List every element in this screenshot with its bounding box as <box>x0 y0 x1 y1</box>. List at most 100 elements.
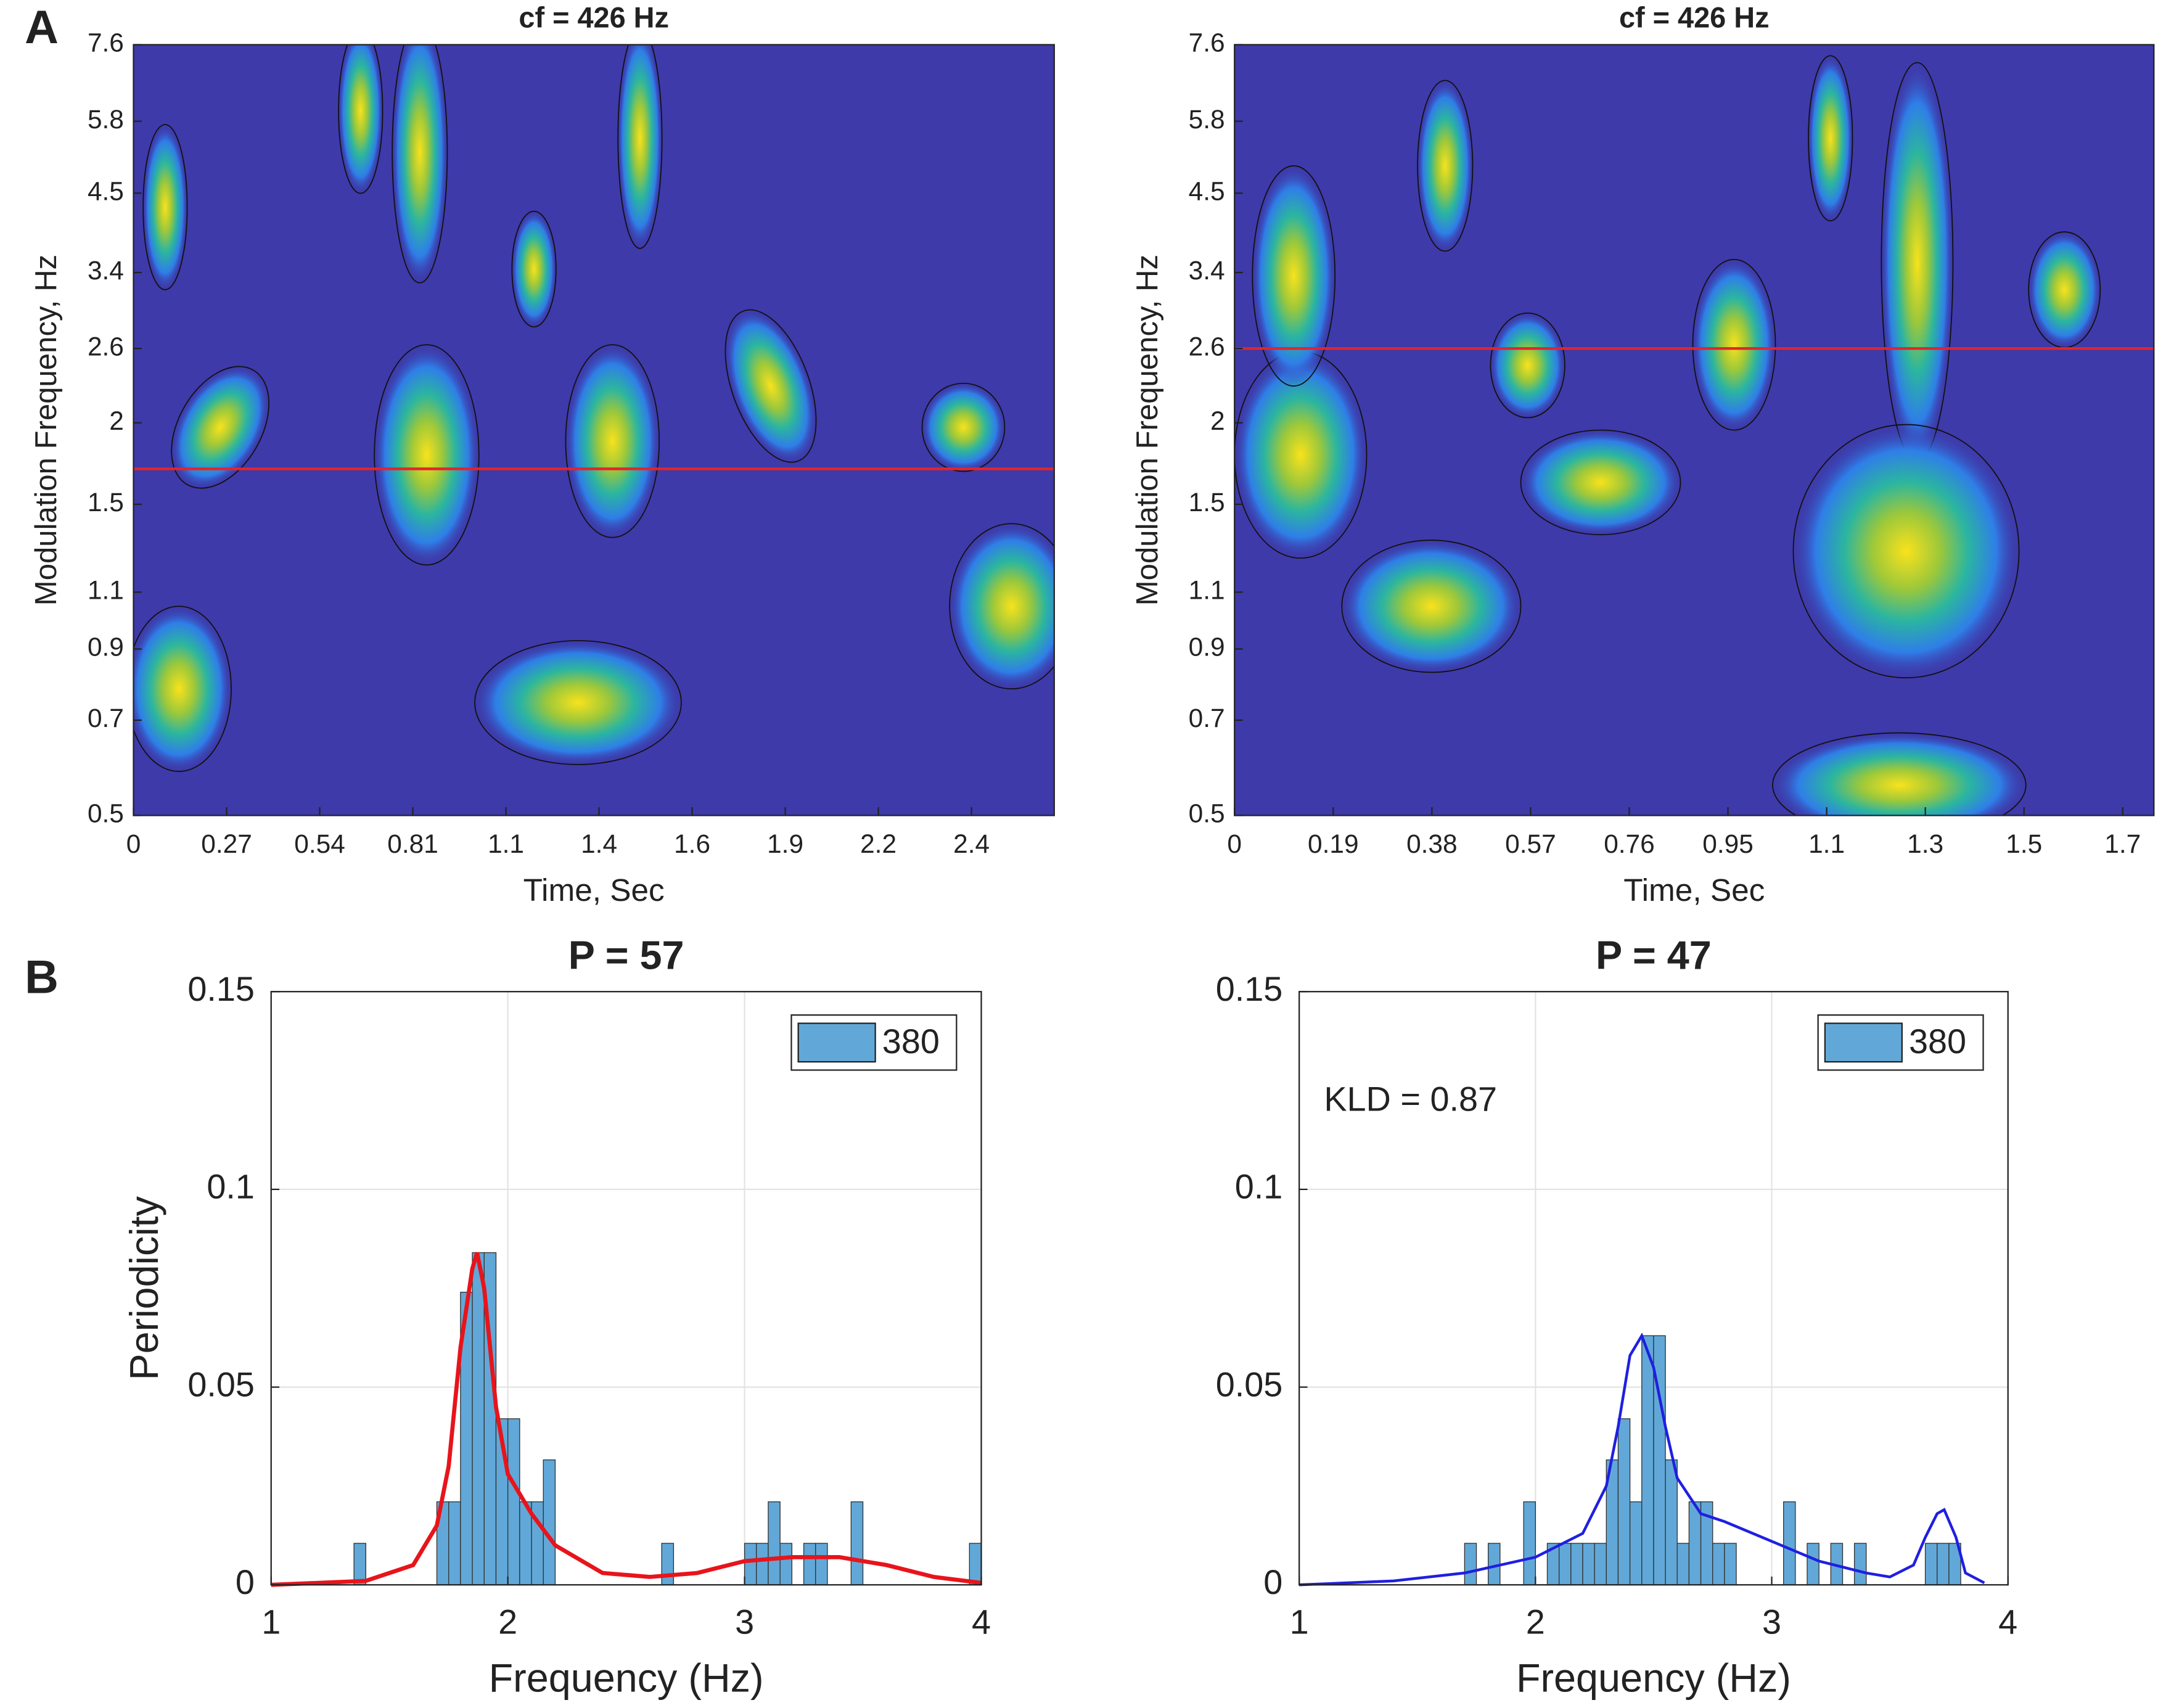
bar <box>1807 1543 1820 1585</box>
x-tick-label: 2 <box>1526 1603 1545 1641</box>
contour-blob <box>1417 80 1474 252</box>
contour-blob <box>171 366 269 489</box>
bar <box>1688 1501 1702 1585</box>
bar <box>1783 1501 1796 1585</box>
contour-blob <box>1792 424 2020 679</box>
x-tick-label: 0 <box>126 829 141 858</box>
bar <box>850 1501 864 1585</box>
x-axis-label: Frequency (Hz) <box>489 1656 764 1701</box>
x-tick-label: 1.4 <box>581 829 617 858</box>
bar <box>448 1501 461 1585</box>
bar <box>1641 1335 1654 1585</box>
bar <box>1712 1543 1725 1585</box>
legend-label: 380 <box>882 1022 940 1061</box>
legend-swatch <box>1824 1022 1903 1063</box>
x-tick-label: 2 <box>498 1603 517 1641</box>
y-tick-label: 7.6 <box>1189 28 1225 57</box>
bar <box>472 1252 485 1585</box>
x-tick-label: 2.4 <box>953 829 990 858</box>
x-tick-label: 0.57 <box>1505 829 1556 858</box>
x-tick-label: 0.54 <box>294 829 345 858</box>
bar <box>803 1543 816 1585</box>
x-tick-label: 1.1 <box>1808 829 1845 858</box>
y-tick-label: 5.8 <box>1189 105 1225 134</box>
contour-blob <box>617 44 663 249</box>
x-tick-label: 1 <box>1290 1603 1309 1641</box>
contour-blob <box>1252 165 1336 387</box>
bar <box>1594 1543 1607 1585</box>
density-curve <box>1299 1332 1985 1587</box>
contour-blobs <box>1234 55 2101 816</box>
contour-blob <box>392 44 448 284</box>
contour-blob <box>1520 429 1681 536</box>
bar <box>1676 1543 1690 1585</box>
y-tick-label: 0 <box>1263 1562 1282 1601</box>
contour-blob <box>565 344 660 538</box>
y-tick-label: 0.15 <box>187 969 255 1008</box>
bar <box>1523 1501 1536 1585</box>
x-tick-label: 3 <box>735 1603 754 1641</box>
chart-title: cf = 426 Hz <box>519 2 669 34</box>
y-tick-label: 0.15 <box>1216 969 1283 1008</box>
x-tick-label: 3 <box>1762 1603 1781 1641</box>
y-tick-label: 0 <box>236 1562 255 1601</box>
x-tick-label: 1.6 <box>674 829 710 858</box>
y-axis-label: Modulation Frequency, Hz <box>30 255 63 606</box>
y-tick-label: 2.6 <box>88 332 124 361</box>
x-tick-label: 1.1 <box>488 829 524 858</box>
bar <box>756 1543 769 1585</box>
y-tick-label: 4.5 <box>88 176 124 205</box>
x-tick-label: 2.2 <box>860 829 896 858</box>
y-tick-label: 1.5 <box>88 488 124 517</box>
y-tick-label: 0.7 <box>1189 704 1225 733</box>
y-tick-label: 0.5 <box>1189 799 1225 828</box>
bar <box>1558 1543 1572 1585</box>
axes-box <box>1234 44 2155 816</box>
y-tick-label: 0.9 <box>1189 633 1225 662</box>
x-tick-label: 0 <box>1227 829 1242 858</box>
y-axis-label: Periodicity <box>121 1196 166 1380</box>
chart-title: cf = 426 Hz <box>1619 2 1770 34</box>
y-tick-label: 1.1 <box>88 576 124 605</box>
contour-blob <box>374 344 480 566</box>
y-tick-label: 0.1 <box>1235 1167 1283 1206</box>
y-axis-label: Modulation Frequency, Hz <box>1131 255 1164 606</box>
bar <box>1937 1543 1950 1585</box>
y-tick-label: 3.4 <box>1189 256 1225 285</box>
contour-blob <box>1490 312 1565 419</box>
bar <box>815 1543 828 1585</box>
contour-blobs <box>133 44 1054 772</box>
y-tick-label: 4.5 <box>1189 176 1225 205</box>
y-tick-label: 0.5 <box>88 799 124 828</box>
x-tick-label: 4 <box>972 1603 991 1641</box>
y-tick-label: 0.1 <box>207 1167 255 1206</box>
bar <box>779 1543 793 1585</box>
chart-title: P = 57 <box>568 933 684 978</box>
annotation: KLD = 0.87 <box>1324 1080 1497 1119</box>
bar <box>507 1418 520 1585</box>
legend-label: 380 <box>1909 1022 1966 1061</box>
contour-blob <box>474 640 682 765</box>
y-tick-label: 2 <box>1210 406 1225 435</box>
bar <box>1570 1543 1583 1585</box>
bar <box>1665 1459 1678 1585</box>
x-tick-label: 1.9 <box>767 829 803 858</box>
bar <box>1724 1543 1737 1585</box>
bar <box>1853 1543 1867 1585</box>
contour-blob <box>1772 732 2027 816</box>
bar <box>353 1543 366 1585</box>
x-tick-label: 0.81 <box>387 829 438 858</box>
y-tick-label: 7.6 <box>88 28 124 57</box>
x-tick-label: 0.38 <box>1406 829 1458 858</box>
bar <box>768 1501 781 1585</box>
legend-swatch <box>797 1022 876 1063</box>
contour-blob <box>133 606 232 772</box>
x-tick-label: 1.5 <box>2006 829 2042 858</box>
x-tick-label: 0.19 <box>1308 829 1359 858</box>
axes-box <box>1298 991 2009 1586</box>
density-curve <box>271 1252 982 1587</box>
bar <box>1617 1418 1631 1585</box>
x-axis-label: Time, Sec <box>523 872 665 908</box>
y-tick-label: 2.6 <box>1189 332 1225 361</box>
